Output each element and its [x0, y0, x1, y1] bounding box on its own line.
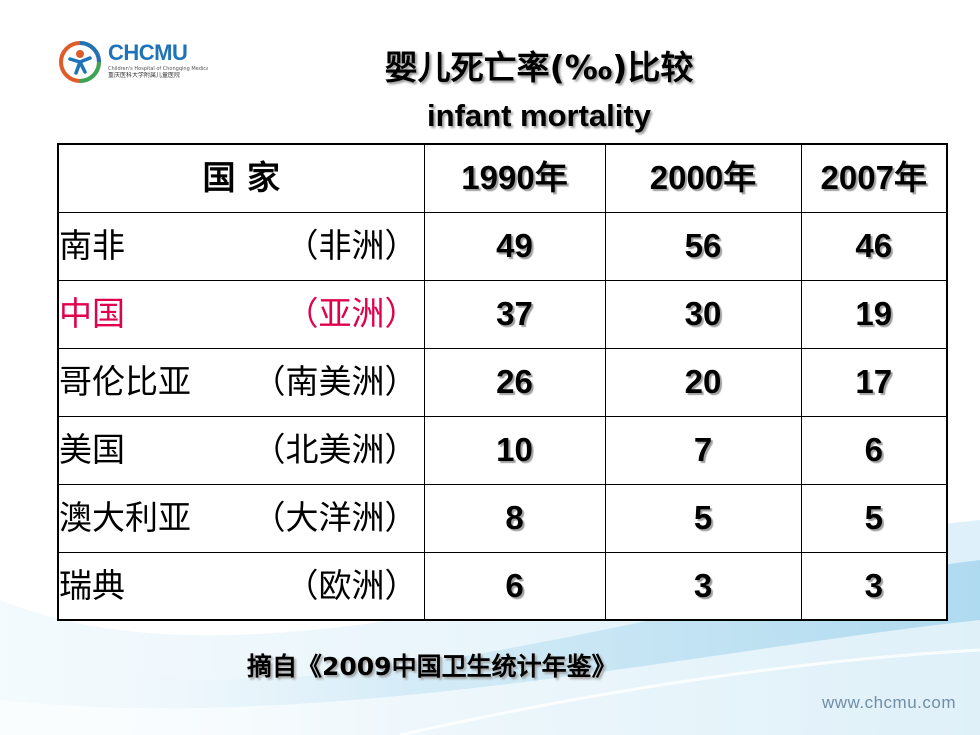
table-row: 中国 （亚洲） 37 30 19	[57, 279, 948, 349]
website-url: www.chcmu.com	[821, 693, 956, 712]
table-header-row: 国 家 1990年 2000年 2007年	[57, 143, 948, 213]
country-cell: 美国 （北美洲）	[57, 415, 425, 485]
value-2000: 7	[604, 415, 802, 485]
value-2000: 5	[604, 483, 802, 553]
country-cell: 哥伦比亚 （南美洲）	[57, 347, 425, 417]
value-2000: 3	[604, 551, 802, 621]
header-year-1990: 1990年	[423, 143, 606, 213]
country-name: 哥伦比亚	[59, 362, 191, 401]
country-region: （北美洲）	[252, 430, 418, 469]
value-2007: 19	[800, 279, 948, 349]
value-1990: 26	[423, 347, 606, 417]
value-2007: 46	[800, 211, 948, 281]
value-2007: 17	[800, 347, 948, 417]
logo-emblem-icon	[59, 41, 101, 83]
country-cell: 中国 （亚洲）	[57, 279, 425, 349]
country-region: （亚洲）	[285, 294, 418, 333]
value-1990: 6	[423, 551, 606, 621]
slide-title: 婴儿死亡率(‰)比较	[384, 48, 694, 87]
table-row: 南非 （非洲） 49 56 46	[57, 211, 948, 281]
value-1990: 49	[423, 211, 606, 281]
country-name: 美国	[59, 430, 125, 469]
mortality-table: 国 家 1990年 2000年 2007年 南非 （非洲） 49 56 46 中…	[57, 143, 948, 621]
logo-wordmark: CHCMU	[108, 40, 188, 65]
value-2000: 20	[604, 347, 802, 417]
country-name: 瑞典	[59, 565, 125, 605]
hospital-logo: CHCMU Children's Hospital of Chongqing M…	[58, 40, 208, 86]
table-row: 澳大利亚 （大洋洲） 8 5 5	[57, 483, 948, 553]
header-country: 国 家	[57, 143, 425, 213]
country-cell: 瑞典 （欧洲）	[57, 551, 425, 621]
slide-subtitle: infant mortality	[427, 98, 651, 133]
value-1990: 37	[423, 279, 606, 349]
value-2007: 5	[800, 483, 948, 553]
value-1990: 8	[423, 483, 606, 553]
value-1990: 10	[423, 415, 606, 485]
country-region: （南美洲）	[252, 362, 418, 401]
country-name: 澳大利亚	[59, 498, 191, 537]
logo-subtitle-en: Children's Hospital of Chongqing Medical…	[108, 66, 208, 72]
source-citation: 摘自《2009中国卫生统计年鉴》	[247, 652, 617, 681]
value-2007: 3	[800, 551, 948, 621]
country-name: 中国	[59, 294, 125, 333]
header-year-2000: 2000年	[604, 143, 802, 213]
country-name: 南非	[59, 226, 125, 265]
value-2000: 30	[604, 279, 802, 349]
table-row: 美国 （北美洲） 10 7 6	[57, 415, 948, 485]
value-2007: 6	[800, 415, 948, 485]
value-2000: 56	[604, 211, 802, 281]
table-row: 瑞典 （欧洲） 6 3 3	[57, 551, 948, 621]
country-region: （欧洲）	[285, 565, 418, 605]
table-row: 哥伦比亚 （南美洲） 26 20 17	[57, 347, 948, 417]
country-cell: 澳大利亚 （大洋洲）	[57, 483, 425, 553]
country-region: （非洲）	[285, 226, 418, 265]
logo-subtitle-cn: 重庆医科大学附属儿童医院	[108, 72, 181, 79]
header-year-2007: 2007年	[800, 143, 948, 213]
country-cell: 南非 （非洲）	[57, 211, 425, 281]
country-region: （大洋洲）	[252, 498, 418, 537]
